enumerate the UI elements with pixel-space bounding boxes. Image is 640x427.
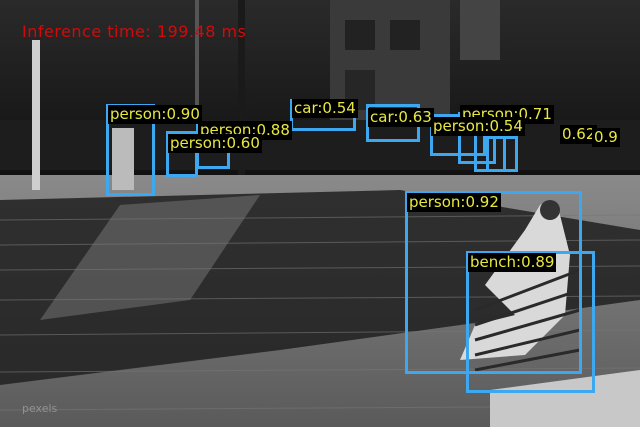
- walking-person: [112, 128, 134, 190]
- detection-label-car-054: car:0.54: [292, 99, 358, 118]
- detection-label-person-090: person:0.90: [108, 105, 202, 124]
- detection-label-bench-089: bench:0.89: [468, 253, 557, 272]
- detection-label-person-062: 0.62: [560, 125, 598, 144]
- inference-time-text: Inference time: 199.48 ms: [22, 22, 247, 41]
- detection-label-car-063: car:0.63: [368, 108, 434, 127]
- detection-box-bench-089: [466, 251, 595, 393]
- detection-box-person-092: [405, 191, 582, 374]
- detection-label-person-060: person:0.60: [168, 134, 262, 153]
- detection-box-person-060: [166, 131, 198, 177]
- shadow: [0, 190, 640, 385]
- detection-box-person-09: [486, 136, 518, 172]
- bench-shape: [474, 268, 581, 372]
- lamp-post: [238, 0, 245, 220]
- detection-label-person-092: person:0.92: [407, 193, 501, 212]
- detection-label-person-09: 0.9: [592, 128, 620, 147]
- detection-label-person-054: person:0.54: [431, 117, 525, 136]
- watermark-logo: pexels: [22, 402, 58, 415]
